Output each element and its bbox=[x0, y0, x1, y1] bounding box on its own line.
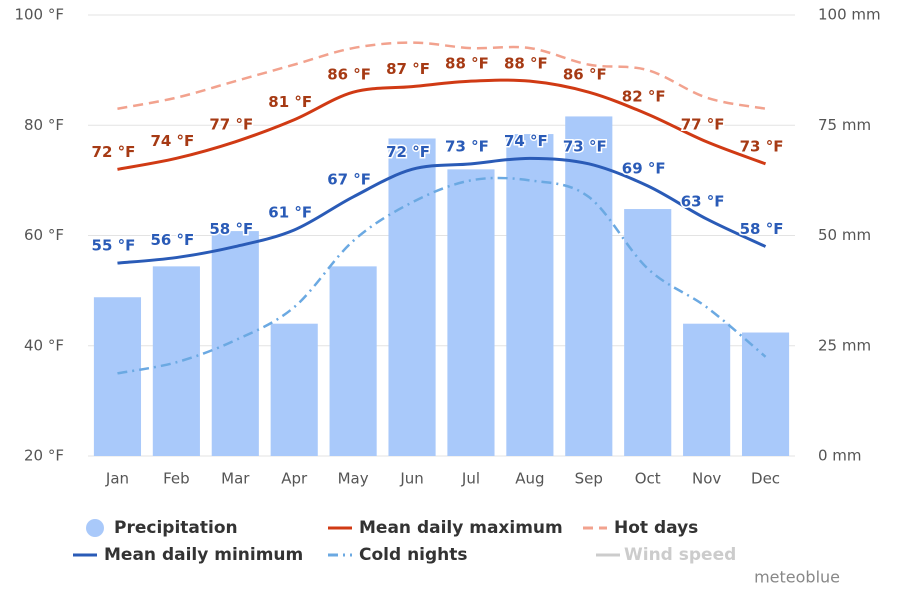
legend-label: Hot days bbox=[614, 518, 698, 538]
data-label: 88 °F bbox=[504, 55, 548, 73]
legend-label: Precipitation bbox=[114, 518, 238, 538]
legend-label: Wind speed bbox=[624, 545, 736, 565]
grid bbox=[88, 14, 795, 457]
precipitation-bar bbox=[447, 169, 495, 456]
data-label: 77 °F bbox=[209, 115, 253, 133]
y-tick-label: 100 °F bbox=[14, 6, 64, 24]
data-label: 72 °F bbox=[386, 143, 430, 161]
data-label: 88 °F bbox=[445, 55, 489, 73]
data-label: 61 °F bbox=[268, 203, 312, 221]
x-tick-label: Oct bbox=[635, 470, 661, 488]
x-tick-label: Feb bbox=[163, 470, 190, 488]
precipitation-bar bbox=[329, 266, 377, 456]
data-label: 74 °F bbox=[150, 132, 194, 150]
data-label: 77 °F bbox=[681, 115, 725, 133]
line bbox=[117, 41, 766, 110]
data-label: 73 °F bbox=[740, 137, 784, 155]
x-tick-label: Mar bbox=[221, 470, 250, 488]
y-tick-label: 80 °F bbox=[24, 116, 64, 134]
data-label: 86 °F bbox=[563, 66, 607, 84]
legend-symbol bbox=[86, 519, 104, 537]
line bbox=[117, 78, 767, 171]
y2-tick-label: 0 mm bbox=[818, 447, 862, 465]
precipitation-bar bbox=[741, 332, 790, 456]
watermark: meteoblue bbox=[754, 568, 840, 587]
y2-tick-label: 50 mm bbox=[818, 226, 871, 244]
data-label: 72 °F bbox=[92, 143, 136, 161]
data-label: 87 °F bbox=[386, 60, 430, 78]
precipitation-bar bbox=[565, 116, 613, 457]
precipitation-bar bbox=[211, 231, 259, 456]
data-label: 86 °F bbox=[327, 66, 371, 84]
precipitation-bar bbox=[388, 138, 436, 457]
data-label: 81 °F bbox=[268, 93, 312, 111]
data-label: 63 °F bbox=[681, 192, 725, 210]
x-tick-label: Sep bbox=[575, 470, 603, 488]
y2-tick-label: 25 mm bbox=[818, 336, 871, 354]
precipitation-bar bbox=[93, 297, 142, 456]
data-label: 58 °F bbox=[209, 220, 253, 238]
precipitation-bar bbox=[270, 323, 318, 456]
data-label: 82 °F bbox=[622, 88, 666, 106]
data-label: 55 °F bbox=[92, 237, 136, 255]
data-label: 67 °F bbox=[327, 170, 371, 188]
x-tick-label: Dec bbox=[751, 470, 780, 488]
legend-label: Cold nights bbox=[359, 545, 468, 565]
y-tick-label: 20 °F bbox=[24, 447, 64, 465]
x-tick-label: Apr bbox=[281, 470, 308, 488]
x-tick-label: Jan bbox=[105, 470, 129, 488]
y2-tick-label: 75 mm bbox=[818, 116, 871, 134]
legend-label: Mean daily maximum bbox=[359, 518, 563, 538]
data-label: 69 °F bbox=[622, 159, 666, 177]
x-tick-label: Jul bbox=[461, 470, 480, 488]
precipitation-bar bbox=[683, 323, 731, 456]
data-label: 56 °F bbox=[150, 231, 194, 249]
line bbox=[117, 156, 767, 265]
data-label: 73 °F bbox=[445, 137, 489, 155]
y-tick-label: 60 °F bbox=[24, 226, 64, 244]
x-tick-label: Jun bbox=[399, 470, 423, 488]
x-tick-label: Aug bbox=[515, 470, 544, 488]
x-tick-label: Nov bbox=[692, 470, 721, 488]
data-label: 73 °F bbox=[563, 137, 607, 155]
precipitation-bar bbox=[506, 134, 554, 456]
y-tick-label: 40 °F bbox=[24, 336, 64, 354]
y2-tick-label: 100 mm bbox=[818, 6, 881, 24]
data-label: 58 °F bbox=[740, 220, 784, 238]
precipitation-bar bbox=[624, 209, 672, 456]
legend-label: Mean daily minimum bbox=[104, 545, 303, 565]
data-label: 74 °F bbox=[504, 132, 548, 150]
x-tick-label: May bbox=[338, 470, 369, 488]
